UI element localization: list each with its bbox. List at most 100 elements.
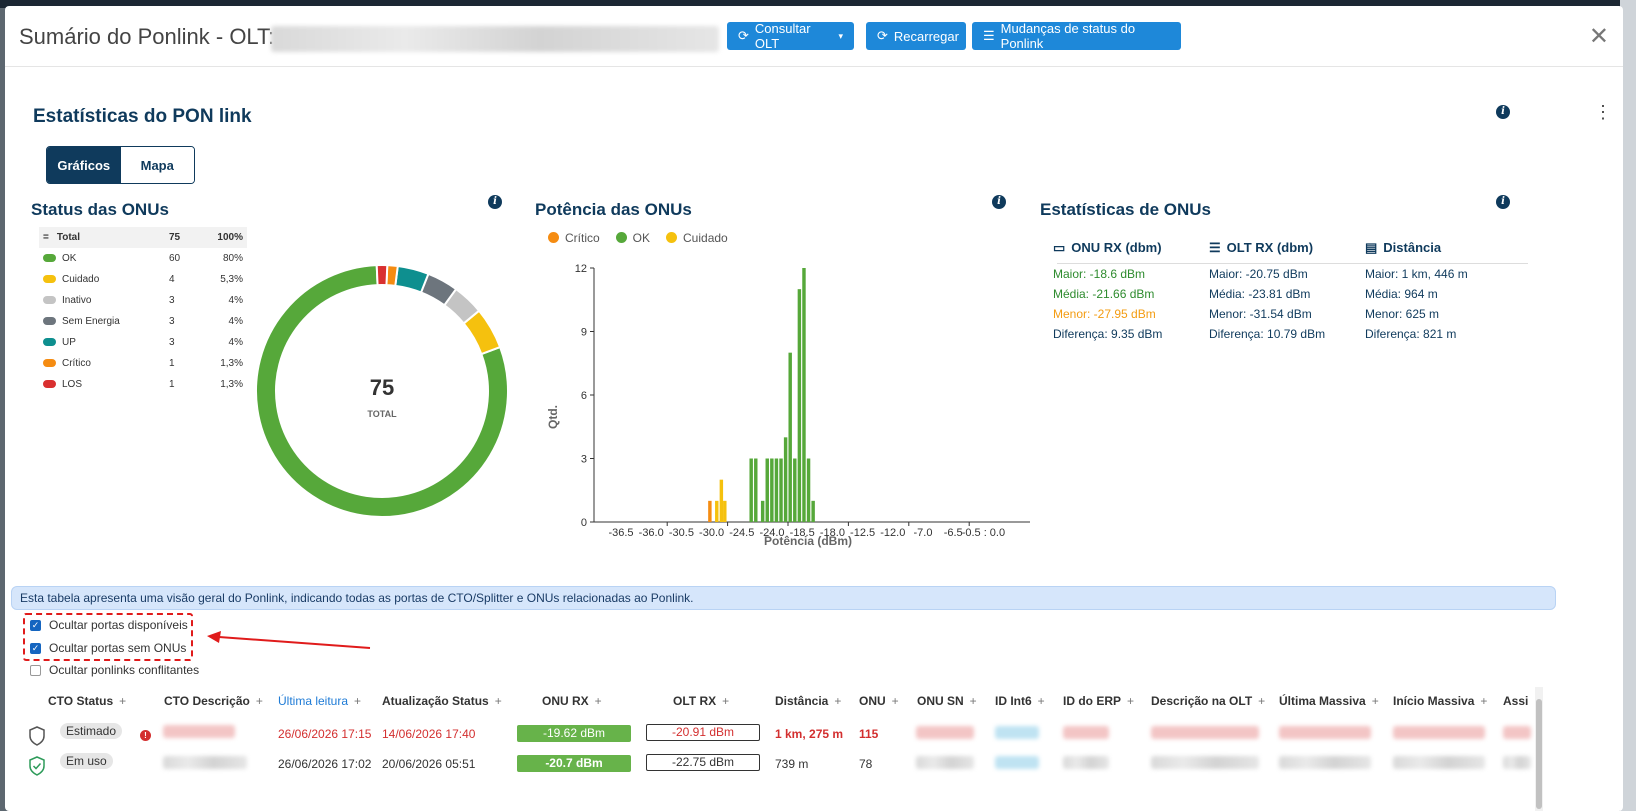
sort-icon[interactable]: +: [1258, 694, 1266, 708]
assigned-redacted: [1503, 726, 1531, 739]
donut-center-label: TOTAL: [367, 409, 397, 419]
histogram-bar-ok[interactable]: [760, 500, 765, 522]
legend-row[interactable]: Inativo 3 4%: [39, 290, 247, 311]
sort-icon[interactable]: +: [1371, 694, 1379, 708]
more-options-icon[interactable]: ⋮: [1594, 102, 1612, 122]
filter-hide-conflicting-ponlinks[interactable]: Ocultar ponlinks conflitantes: [30, 663, 199, 677]
alert-icon[interactable]: !: [140, 730, 151, 741]
donut-slice-up[interactable]: [394, 264, 430, 294]
sort-icon[interactable]: +: [891, 694, 899, 708]
recarregar-button[interactable]: ⟳ Recarregar: [866, 22, 966, 50]
legend-item-ok[interactable]: OK: [615, 231, 650, 245]
legend-row[interactable]: OK 60 80%: [39, 248, 247, 269]
histogram-bar-ok[interactable]: [783, 437, 788, 522]
column-header[interactable]: Início Massiva +: [1393, 694, 1487, 708]
column-header[interactable]: ONU +: [859, 694, 899, 708]
stats-value: Média: 964 m: [1365, 287, 1438, 301]
y-tick-label: 6: [581, 390, 587, 402]
histogram-bar-ok[interactable]: [806, 458, 811, 523]
legend-count: 4: [169, 274, 175, 285]
sort-icon[interactable]: +: [722, 694, 730, 708]
sort-icon[interactable]: +: [594, 694, 602, 708]
mudancas-status-button[interactable]: ☰ Mudanças de status do Ponlink: [972, 21, 1181, 51]
donut-slice-ok[interactable]: [255, 264, 509, 518]
column-header[interactable]: Última Massiva +: [1279, 694, 1379, 708]
histogram-bar-cuidado[interactable]: [723, 500, 727, 522]
info-icon[interactable]: i: [488, 195, 502, 209]
histogram-bar-cuidado[interactable]: [715, 500, 719, 522]
histogram-bar-ok[interactable]: [811, 500, 815, 522]
histogram-bar-ok[interactable]: [749, 458, 753, 523]
histogram-bar-ok[interactable]: [754, 458, 758, 523]
legend-row[interactable]: LOS 1 1,3%: [39, 374, 247, 395]
legend-label-cell: OK: [39, 248, 165, 269]
legend-item-cuidado[interactable]: Cuidado: [666, 231, 728, 245]
column-header[interactable]: OLT RX +: [673, 694, 729, 708]
column-header[interactable]: Última leitura +: [278, 694, 361, 708]
column-header[interactable]: ID Int6 +: [995, 694, 1045, 708]
legend-pct: 1,3%: [220, 358, 243, 369]
legend-total-row[interactable]: = Total 75 100%: [39, 227, 247, 248]
legend-pct: 4%: [228, 295, 243, 306]
filter-hide-available-ports[interactable]: ✓ Ocultar portas disponíveis: [30, 618, 188, 632]
onu-cell[interactable]: 78: [859, 757, 873, 771]
close-icon[interactable]: ✕: [1588, 23, 1609, 50]
status-badge: Em uso: [60, 753, 113, 769]
column-header[interactable]: ONU SN +: [917, 694, 977, 708]
legend-item-critico[interactable]: Crítico: [548, 231, 600, 245]
column-header[interactable]: ID do ERP +: [1063, 694, 1134, 708]
tab-graficos[interactable]: Gráficos: [47, 147, 121, 183]
info-icon[interactable]: i: [992, 195, 1006, 209]
histogram-bar-ok[interactable]: [797, 289, 802, 522]
sort-icon[interactable]: +: [969, 694, 977, 708]
checkbox-unchecked-icon[interactable]: [30, 664, 41, 676]
consultar-olt-button[interactable]: ⟳ Consultar OLT ▾: [727, 21, 854, 51]
histogram-bar-ok[interactable]: [793, 458, 797, 523]
stats-value: Maior: -20.75 dBm: [1209, 267, 1308, 281]
histogram-bar-ok[interactable]: [774, 458, 779, 523]
column-header[interactable]: Descrição na OLT +: [1151, 694, 1265, 708]
sort-icon[interactable]: +: [1037, 694, 1045, 708]
histogram-bar-ok[interactable]: [770, 458, 774, 523]
stats-head-onu-rx: ▭ ONU RX (dbm): [1053, 240, 1162, 256]
donut-slice-los[interactable]: [375, 264, 389, 287]
histogram-bar-critico[interactable]: [708, 500, 712, 522]
column-header[interactable]: Atualização Status +: [382, 694, 502, 708]
info-icon[interactable]: i: [1496, 195, 1510, 209]
column-header-label: CTO Descrição: [164, 694, 250, 708]
status-legend-table: = Total 75 100% OK 60 80% Cuidado 4 5,3% Inativ…: [39, 227, 247, 395]
legend-row[interactable]: Cuidado 4 5,3%: [39, 269, 247, 290]
column-header[interactable]: CTO Status +: [48, 694, 126, 708]
legend-swatch: [43, 254, 56, 263]
column-header-label: ID do ERP: [1063, 694, 1122, 708]
legend-row[interactable]: Crítico 1 1,3%: [39, 353, 247, 374]
column-header[interactable]: ONU RX +: [542, 694, 602, 708]
legend-row[interactable]: UP 3 4%: [39, 332, 247, 353]
cto-description-redacted: [163, 725, 235, 738]
histogram-bar-ok[interactable]: [779, 458, 783, 523]
legend-row[interactable]: Sem Energia 3 4%: [39, 311, 247, 332]
onu-cell[interactable]: 115: [859, 727, 879, 741]
table-scrollbar-thumb[interactable]: [1536, 699, 1542, 809]
tab-mapa[interactable]: Mapa: [120, 147, 194, 183]
histogram-bar-ok[interactable]: [802, 268, 806, 522]
histogram-bar-cuidado[interactable]: [719, 479, 724, 522]
sort-icon[interactable]: +: [494, 694, 502, 708]
x-tick-label: -24.5: [729, 527, 754, 539]
histogram-bar-ok[interactable]: [765, 458, 769, 523]
sort-icon[interactable]: +: [834, 694, 842, 708]
sort-icon[interactable]: +: [119, 694, 127, 708]
column-header[interactable]: CTO Descrição +: [164, 694, 263, 708]
checkbox-checked-icon[interactable]: ✓: [30, 619, 41, 631]
column-header[interactable]: Assi: [1503, 694, 1528, 708]
info-icon[interactable]: i: [1496, 105, 1510, 119]
sort-icon[interactable]: +: [354, 694, 362, 708]
cto-description-redacted: [163, 756, 247, 769]
sort-icon[interactable]: +: [1480, 694, 1488, 708]
column-header[interactable]: Distância +: [775, 694, 841, 708]
sort-icon[interactable]: +: [255, 694, 263, 708]
checkbox-checked-icon[interactable]: ✓: [30, 642, 41, 654]
filter-hide-ports-without-onus[interactable]: ✓ Ocultar portas sem ONUs: [30, 641, 186, 655]
sort-icon[interactable]: +: [1127, 694, 1135, 708]
histogram-bar-ok[interactable]: [788, 352, 792, 522]
